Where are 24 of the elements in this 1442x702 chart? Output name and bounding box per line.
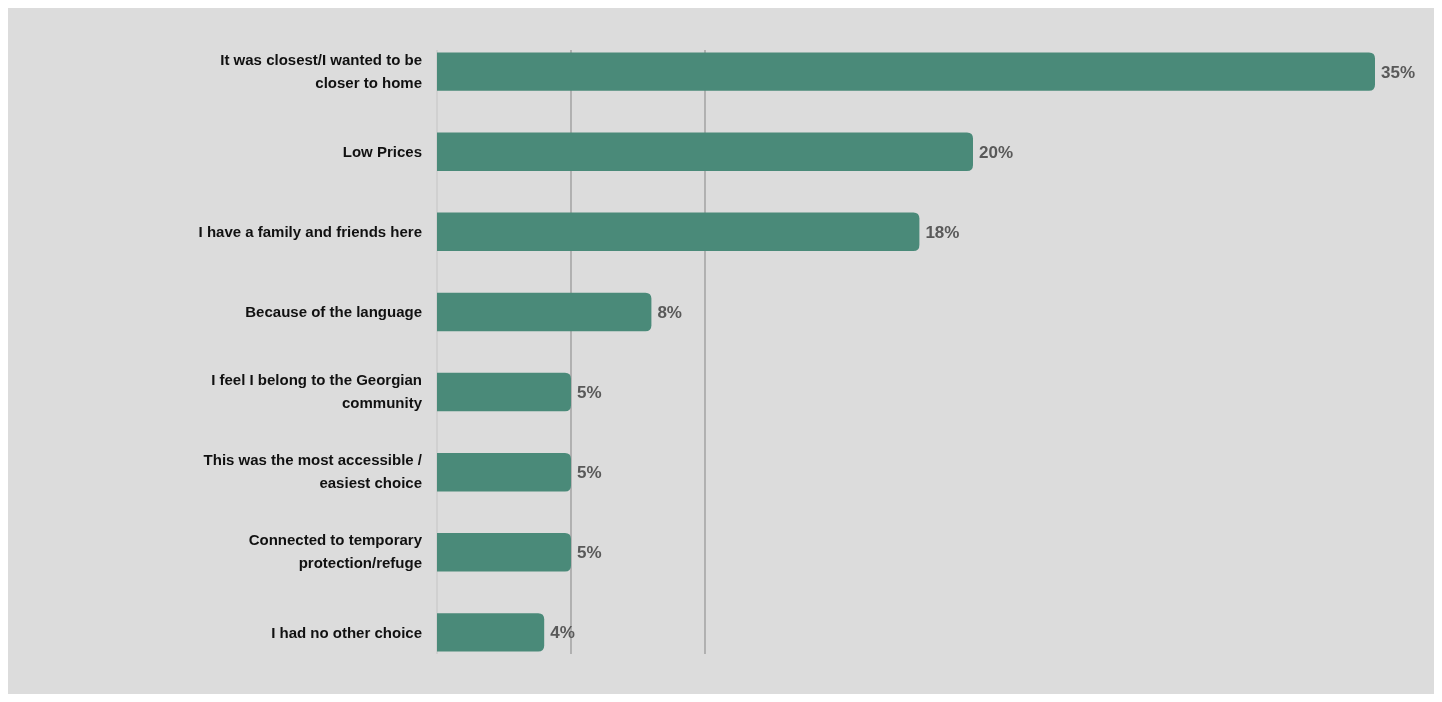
bar xyxy=(437,132,973,171)
y-tick-label: I had no other choice xyxy=(271,623,422,641)
data-label: 5% xyxy=(577,543,602,563)
bar xyxy=(437,212,920,252)
y-tick-label: Because of the language xyxy=(245,303,422,321)
bar xyxy=(437,372,571,412)
data-label: 5% xyxy=(577,383,602,402)
bar xyxy=(437,533,571,572)
y-tick-label: It was closest/I wanted to be closer to home xyxy=(220,50,422,91)
data-label: 35% xyxy=(1381,62,1416,82)
y-tick-label: Low Prices xyxy=(342,142,422,160)
data-label: 4% xyxy=(550,623,575,643)
bar xyxy=(437,452,571,492)
data-label: 8% xyxy=(657,302,682,322)
y-tick-label: I have a family and friends here xyxy=(198,223,422,241)
bar xyxy=(437,52,1375,91)
y-tick-label: This was the most accessible / easiest choice xyxy=(203,451,423,492)
data-label: 5% xyxy=(577,463,602,483)
bar xyxy=(437,292,652,332)
y-tick-label: I feel I belong to the Georgian community xyxy=(211,371,423,412)
y-tick-label: Connected to temporary protection/refuge xyxy=(248,531,423,572)
data-label: 18% xyxy=(925,222,960,242)
data-label: 20% xyxy=(979,142,1014,162)
bar xyxy=(437,613,545,652)
